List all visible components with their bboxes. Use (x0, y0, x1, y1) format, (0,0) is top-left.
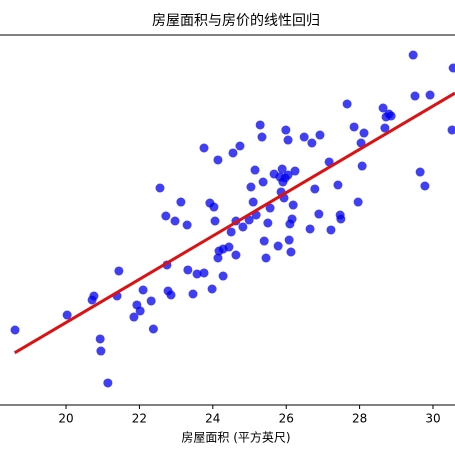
point (259, 236, 269, 246)
point (138, 285, 148, 295)
point (333, 180, 343, 190)
point (199, 268, 209, 278)
point (182, 220, 192, 230)
point (287, 214, 297, 224)
point (307, 138, 317, 148)
point (10, 325, 20, 335)
point (326, 225, 336, 235)
point (310, 184, 320, 194)
x-tick-label: 30 (425, 412, 440, 426)
point (248, 197, 258, 207)
point (210, 216, 220, 226)
point (183, 265, 193, 275)
point (235, 141, 245, 151)
point (213, 155, 223, 165)
point (342, 99, 352, 109)
point (448, 63, 455, 73)
point (305, 224, 315, 234)
point (257, 132, 267, 142)
point (95, 334, 105, 344)
point (155, 183, 165, 193)
point (176, 197, 186, 207)
point (244, 215, 254, 225)
point (281, 125, 291, 135)
point (288, 200, 298, 210)
point (261, 253, 271, 263)
point (299, 132, 309, 142)
chart-title: 房屋面积与房价的线性回归 (152, 12, 320, 29)
x-tick-label: 26 (279, 412, 294, 426)
point (231, 250, 241, 260)
point (277, 164, 287, 174)
point (420, 181, 430, 191)
point (192, 269, 202, 279)
point (353, 197, 363, 207)
point (378, 103, 388, 113)
regression-line (13, 91, 455, 355)
point (226, 227, 236, 237)
point (166, 290, 176, 300)
point (224, 242, 234, 252)
point (263, 218, 273, 228)
point (415, 167, 425, 177)
point (258, 177, 268, 187)
point (380, 123, 390, 133)
point (161, 211, 171, 221)
point (315, 130, 325, 140)
point (246, 182, 256, 192)
point (135, 306, 145, 316)
point (255, 120, 265, 130)
x-axis-label: 房屋面积 (平方英尺) (181, 430, 290, 445)
point (199, 143, 209, 153)
point (408, 50, 418, 60)
point (207, 284, 217, 294)
point (283, 170, 293, 180)
point (286, 247, 296, 257)
point (284, 235, 294, 245)
point (356, 138, 366, 148)
point (146, 296, 156, 306)
point (324, 157, 334, 167)
point (447, 125, 455, 135)
point (359, 128, 369, 138)
point (218, 271, 228, 281)
point (283, 135, 293, 145)
point (425, 90, 435, 100)
point (290, 166, 300, 176)
point (357, 161, 367, 171)
point (349, 122, 359, 132)
point (62, 310, 72, 320)
point (103, 378, 113, 388)
point (188, 289, 198, 299)
x-tick-label: 28 (352, 412, 367, 426)
point (238, 222, 248, 232)
point (250, 165, 260, 175)
x-tick-label: 20 (58, 412, 73, 426)
point (410, 91, 420, 101)
point (170, 216, 180, 226)
point (314, 209, 324, 219)
point (213, 253, 223, 263)
point (265, 203, 275, 213)
point (209, 202, 219, 212)
point (129, 312, 139, 322)
point (148, 324, 158, 334)
x-tick-label: 24 (205, 412, 220, 426)
point (336, 214, 346, 224)
point (386, 111, 396, 121)
point (273, 241, 283, 251)
point (96, 346, 106, 356)
point (228, 148, 238, 158)
point (114, 266, 124, 276)
x-tick-label: 22 (132, 412, 147, 426)
point (89, 291, 99, 301)
